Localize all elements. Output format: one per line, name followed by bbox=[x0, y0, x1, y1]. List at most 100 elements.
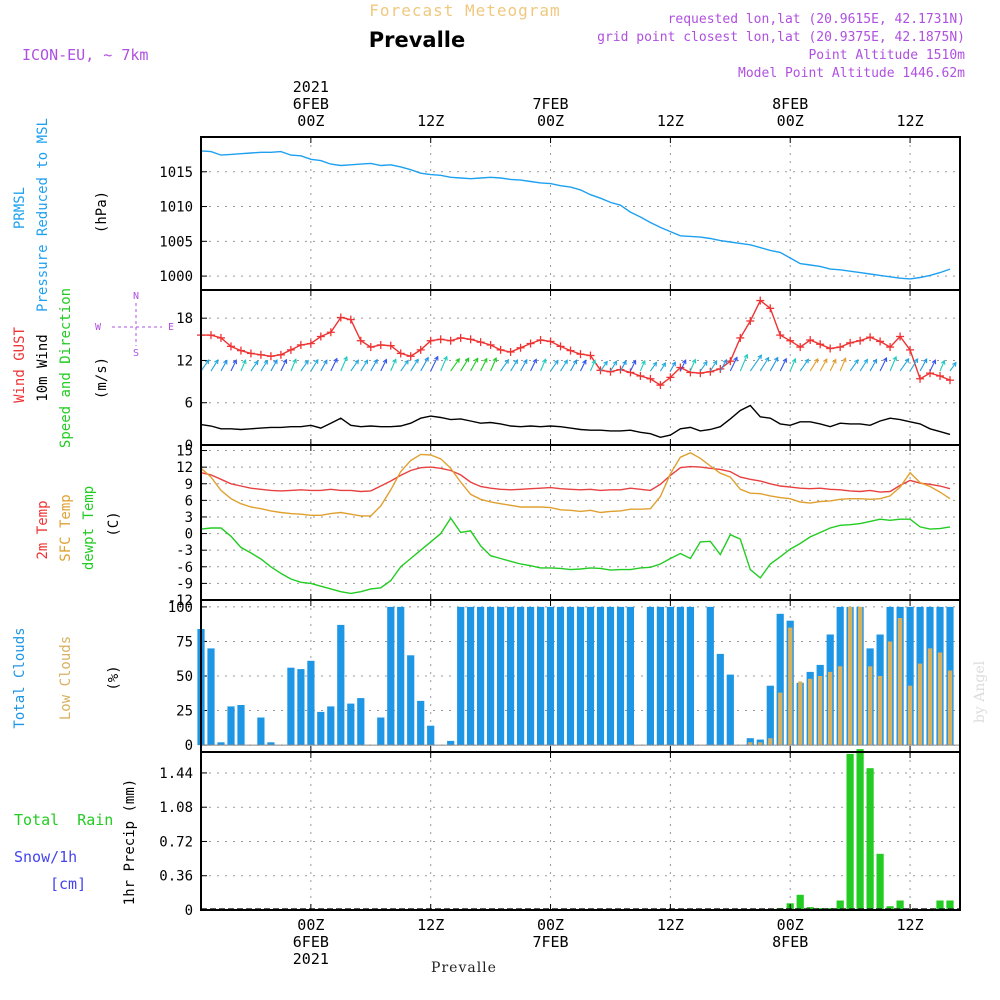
wind-arrow-head bbox=[804, 358, 810, 364]
wind-arrow bbox=[390, 358, 397, 372]
series-line-1 bbox=[200, 452, 951, 517]
wind-arrow-shaft bbox=[230, 359, 237, 372]
wind-arrow-shaft bbox=[370, 359, 378, 372]
bar bbox=[906, 606, 914, 746]
wind-arrow-head bbox=[722, 358, 728, 364]
wind-arrow bbox=[200, 359, 210, 372]
wind-arrow bbox=[649, 361, 658, 372]
bar bbox=[896, 900, 904, 910]
wind-arrow-head bbox=[204, 359, 210, 365]
wind-arrow-shaft bbox=[669, 361, 676, 372]
y-tick-label: -9 bbox=[176, 576, 193, 592]
bar bbox=[227, 706, 235, 746]
wind-arrow bbox=[330, 357, 338, 372]
bar bbox=[207, 648, 215, 746]
bar bbox=[768, 738, 773, 746]
gust-point bbox=[556, 342, 565, 351]
wind-arrow-head bbox=[591, 359, 596, 365]
x-tick-label-bottom: 00Z bbox=[537, 916, 564, 934]
wind-arrow-shaft bbox=[759, 357, 770, 372]
bar bbox=[347, 703, 355, 746]
pressure-label-2: Pressure Reduced to MSL bbox=[35, 118, 51, 312]
bar bbox=[377, 717, 385, 746]
wind-arrow bbox=[300, 359, 309, 372]
temp-sfc-label: SFC Temp bbox=[58, 494, 74, 561]
wind-arrow-shaft bbox=[200, 359, 210, 372]
wind-arrow-head bbox=[333, 357, 338, 363]
compass-rose: N E S W bbox=[95, 291, 174, 359]
bar bbox=[337, 624, 345, 746]
wind-arrow bbox=[430, 355, 439, 372]
bar bbox=[527, 606, 535, 746]
meteogram-title: Forecast Meteogram bbox=[369, 1, 560, 20]
wind-arrow bbox=[550, 359, 559, 372]
wind-arrow bbox=[440, 355, 448, 372]
temp-unit: (C) bbox=[106, 511, 122, 536]
wind-arrow-head bbox=[842, 357, 847, 363]
wind-arrow-shaft bbox=[949, 362, 957, 372]
gust-point bbox=[286, 345, 295, 354]
wind-arrow-shaft bbox=[250, 360, 259, 372]
wind-arrow bbox=[230, 359, 237, 372]
wind-arrow-shaft bbox=[589, 360, 596, 372]
wind-arrow-head bbox=[733, 356, 738, 362]
wind-arrow bbox=[240, 359, 247, 372]
wind-arrow-shaft bbox=[210, 359, 219, 372]
wind-arrow-shaft bbox=[220, 360, 228, 372]
bar bbox=[457, 606, 465, 746]
gust-point bbox=[256, 350, 265, 359]
wind-arrow bbox=[410, 358, 419, 372]
gust-point bbox=[656, 381, 665, 390]
gust-point bbox=[356, 336, 365, 345]
wind-arrow bbox=[889, 355, 898, 372]
bar bbox=[726, 674, 734, 746]
wind-arrow-head bbox=[631, 359, 637, 365]
wind-arrow-shaft bbox=[709, 360, 718, 372]
compass-east: E bbox=[168, 322, 174, 333]
wind-arrow bbox=[260, 359, 269, 372]
gust-point bbox=[246, 349, 255, 358]
gust-point bbox=[896, 332, 905, 341]
bar bbox=[317, 711, 325, 746]
wind-arrow-shaft bbox=[350, 359, 359, 372]
y-tick-label: 0 bbox=[185, 738, 193, 754]
wind-arrow-shaft bbox=[260, 360, 268, 372]
gust-point bbox=[396, 349, 405, 358]
wind-arrow bbox=[629, 359, 637, 372]
wind-arrow-shaft bbox=[570, 360, 577, 372]
wind-arrow-head bbox=[572, 359, 578, 365]
requested-coords: requested lon,lat (20.9615E, 42.1731N) bbox=[668, 12, 965, 27]
gust-point bbox=[586, 351, 595, 360]
gust-point bbox=[216, 333, 225, 342]
point-altitude: Point Altitude 1510m bbox=[808, 48, 965, 63]
bar bbox=[487, 606, 495, 746]
wind-arrow bbox=[719, 358, 728, 372]
bar bbox=[537, 606, 545, 746]
series-line-2 bbox=[200, 516, 951, 595]
wind-arrow-head bbox=[922, 358, 928, 364]
bar bbox=[776, 613, 784, 746]
wind-arrow-shaft bbox=[240, 359, 247, 372]
gust-point bbox=[226, 342, 235, 351]
wind-arrow-head bbox=[424, 356, 429, 362]
gust-point bbox=[816, 340, 825, 349]
wind-arrow-head bbox=[872, 358, 878, 364]
wind-arrow bbox=[560, 359, 568, 372]
wind-arrow bbox=[530, 358, 537, 372]
wind-arrow-head bbox=[354, 359, 360, 365]
y-tick-label: 6 bbox=[185, 493, 193, 509]
panel-3: 0 25 50 75 100 bbox=[168, 599, 961, 754]
wind-arrow bbox=[849, 358, 859, 372]
y-tick-label: 12 bbox=[176, 460, 193, 476]
wind-arrow bbox=[619, 360, 627, 372]
wind-arrow-head bbox=[813, 357, 819, 363]
gust-point bbox=[766, 304, 775, 313]
x-tick-label-top: 12Z bbox=[897, 112, 924, 130]
wind-arrow-shaft bbox=[789, 358, 796, 372]
wind-arrow-head bbox=[373, 358, 378, 364]
bar bbox=[517, 606, 525, 746]
wind-arrow-head bbox=[363, 359, 369, 365]
bar bbox=[937, 652, 943, 746]
wind-arrow-head bbox=[682, 359, 687, 365]
bar bbox=[616, 606, 625, 746]
